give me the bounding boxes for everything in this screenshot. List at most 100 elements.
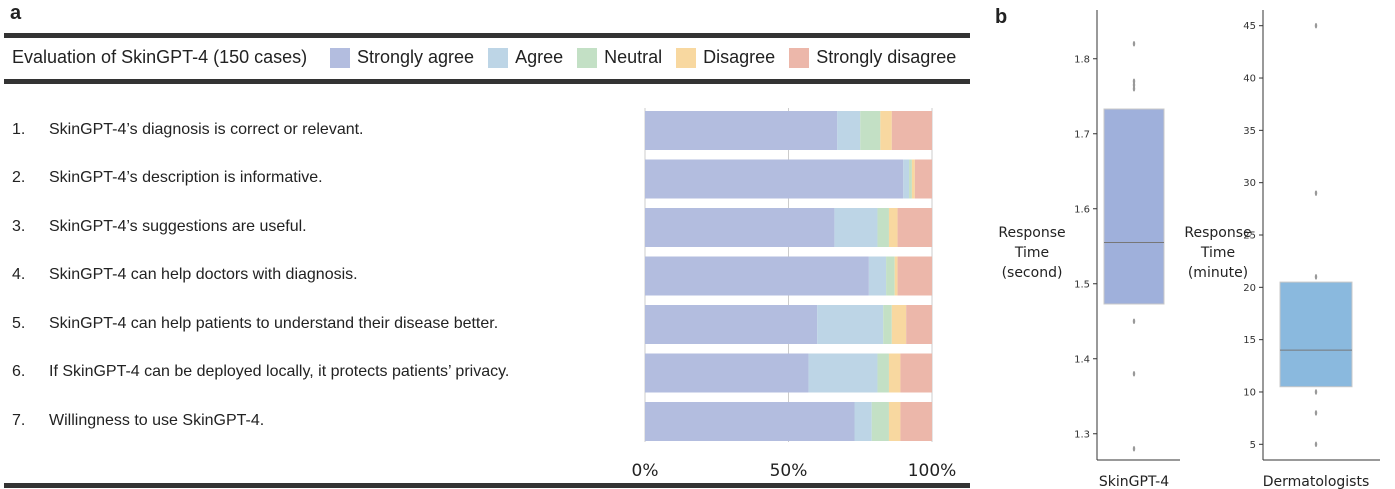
outlier-point [1132,40,1136,47]
y-tick-label: 30 [1243,178,1256,189]
outlier-point [1132,82,1136,88]
question-number: 2. [12,169,26,186]
y-tick-label: 1.7 [1074,129,1090,140]
outlier-point [1314,274,1318,280]
bar-segment [871,402,889,441]
question-text: SkinGPT-4 can help patients to understan… [49,314,499,332]
evaluation-title: Evaluation of SkinGPT-4 (150 cases) [12,47,308,67]
bar-segment [900,402,932,441]
bar-segment [645,402,855,441]
question-item: 3. SkinGPT-4’s suggestions are useful. [12,218,307,236]
legend-label: Neutral [604,47,663,67]
bar-segment [906,305,932,344]
outlier-point [1132,445,1136,452]
x-tick-label: 50% [770,461,808,481]
legend-swatch [789,47,810,68]
question-number: 7. [12,411,26,429]
bar-segment [900,353,932,393]
legend-swatch [330,47,350,68]
legend-item: Strongly disagree [789,47,956,68]
y-tick-label: 45 [1243,21,1256,32]
y-tick-label: 40 [1243,74,1256,85]
bar-segment [914,159,932,199]
bar-segment [909,159,912,199]
y-tick-label: 1.6 [1074,204,1090,215]
outlier-point [1314,190,1318,196]
legend-label: Agree [515,47,564,67]
outlier-point [1314,22,1318,29]
legend-item: Neutral [577,47,662,68]
question-text: SkinGPT-4 can help doctors with diagnosi… [49,266,358,283]
outlier-point [1314,389,1318,395]
legend-item: Disagree [676,47,775,68]
panel-a-label: a [10,2,22,24]
question-item: 1. SkinGPT-4’s diagnosis is correct or re… [12,121,364,139]
bar-segment [877,353,889,393]
question-text: If SkinGPT-4 can be deployed locally, it… [49,363,510,380]
question-item: 5. SkinGPT-4 can help patients to underst… [12,315,498,333]
legend-swatch [488,47,509,68]
bar-segment [837,111,861,150]
bar-segment [808,353,878,393]
bar-segment [834,208,878,247]
box-iqr [1279,281,1353,388]
question-text: SkinGPT-4’s description is informative. [49,169,323,186]
y-tick-label: 5 [1250,440,1256,451]
outlier-point [1132,370,1136,377]
y-axis-label: Response [1184,225,1251,241]
y-tick-label: 10 [1243,387,1256,398]
y-axis-label: Time [1014,245,1049,261]
x-tick-label: 100% [908,461,957,481]
legend-swatch [676,47,697,68]
bar-segment [854,402,872,441]
x-tick-label: 0% [632,461,659,481]
legend-label: Disagree [703,47,776,67]
bar-segment [817,305,884,344]
question-number: 6. [12,363,26,380]
outlier-point [1132,318,1136,325]
legend-label: Strongly disagree [816,47,957,67]
question-item: 7. Willingness to use SkinGPT-4. [12,412,264,430]
question-number: 4. [12,266,26,283]
question-text: Willingness to use SkinGPT-4. [49,411,265,429]
question-item: 6. If SkinGPT-4 can be deployed locally, … [12,363,509,381]
y-tick-label: 1.5 [1074,279,1090,290]
bar-segment [645,208,835,247]
bar-segment [911,159,915,199]
y-tick-label: 1.3 [1074,429,1090,440]
legend-item: Agree [488,47,563,68]
y-tick-label: 35 [1243,126,1256,137]
legend-item: Strongly agree [330,47,474,68]
box-iqr [1103,108,1165,305]
y-axis-label: (second) [1002,265,1063,281]
bar-segment [894,256,898,296]
header-rule [4,79,970,84]
question-number: 1. [12,120,26,138]
outlier-point [1132,85,1136,92]
outlier-point [1314,410,1318,416]
outlier-point [1314,441,1318,448]
category-label: Dermatologists [1263,474,1369,489]
bar-segment [860,111,881,150]
bar-segment [645,305,818,344]
bar-segment [888,208,898,247]
bar-segment [897,208,932,247]
bar-segment [645,159,904,199]
bar-segment [888,402,901,441]
bar-segment [903,159,910,199]
bar-segment [645,256,869,296]
question-item: 4. SkinGPT-4 can help doctors with diagno… [12,266,358,284]
category-label: SkinGPT-4 [1099,474,1169,489]
bar-segment [877,208,889,247]
panel-b-label: b [995,6,1008,28]
y-tick-label: 1.4 [1074,354,1090,365]
question-number: 5. [12,314,26,332]
y-tick-label: 25 [1243,231,1256,242]
y-axis-label: Time [1200,245,1235,261]
bar-segment [868,256,887,296]
bar-segment [645,111,838,150]
outlier-point [1132,78,1136,85]
y-tick-label: 20 [1243,283,1256,294]
bottom-rule [4,483,970,488]
bar-segment [888,353,901,393]
